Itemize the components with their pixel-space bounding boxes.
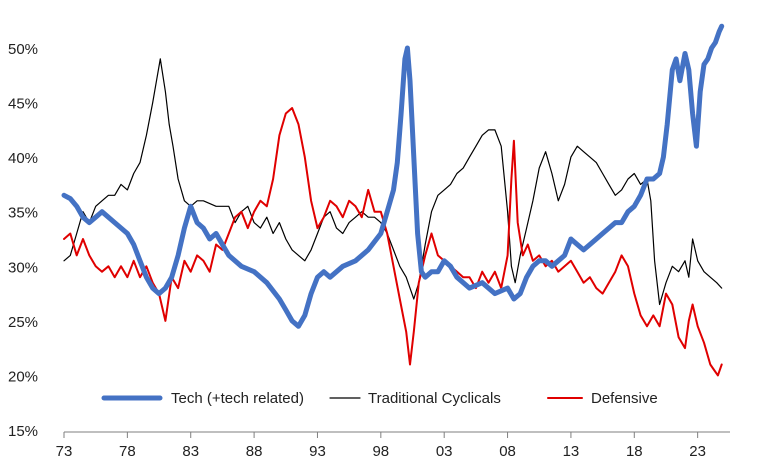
series-lines [61,23,725,377]
legend-item-traditional-cyclicals-label: Traditional Cyclicals [368,390,501,407]
series-line-traditional-cyclicals [63,58,723,306]
x-tick-label: 08 [499,443,516,460]
y-tick-label: 35% [8,205,38,222]
series-line-tech [61,23,725,329]
x-tick-label: 73 [56,443,73,460]
y-tick-label: 25% [8,314,38,331]
legend-item-tech-label: Tech (+tech related) [171,390,304,407]
x-tick-label: 93 [309,443,326,460]
x-tick-label: 23 [689,443,706,460]
legend-item-defensive-label: Defensive [591,390,658,407]
y-tick-label: 40% [8,150,38,167]
series-line-defensive [63,107,723,377]
y-tick-label: 50% [8,41,38,58]
x-tick-label: 03 [436,443,453,460]
y-tick-label: 30% [8,259,38,276]
y-axis-tick-labels: 15% 20% 25% 30% 35% 40% 45% 50% [8,41,38,440]
x-axis: 73 78 83 88 93 98 03 08 13 18 23 [56,431,730,460]
x-tick-label: 18 [626,443,643,460]
x-tick-label: 83 [182,443,199,460]
x-tick-label: 78 [119,443,136,460]
x-tick-label: 88 [246,443,263,460]
y-tick-label: 15% [8,423,38,440]
x-tick-label: 13 [563,443,580,460]
legend: Tech (+tech related) Traditional Cyclical… [101,390,658,407]
x-tick-label: 98 [372,443,389,460]
y-tick-label: 45% [8,96,38,113]
y-tick-label: 20% [8,368,38,385]
